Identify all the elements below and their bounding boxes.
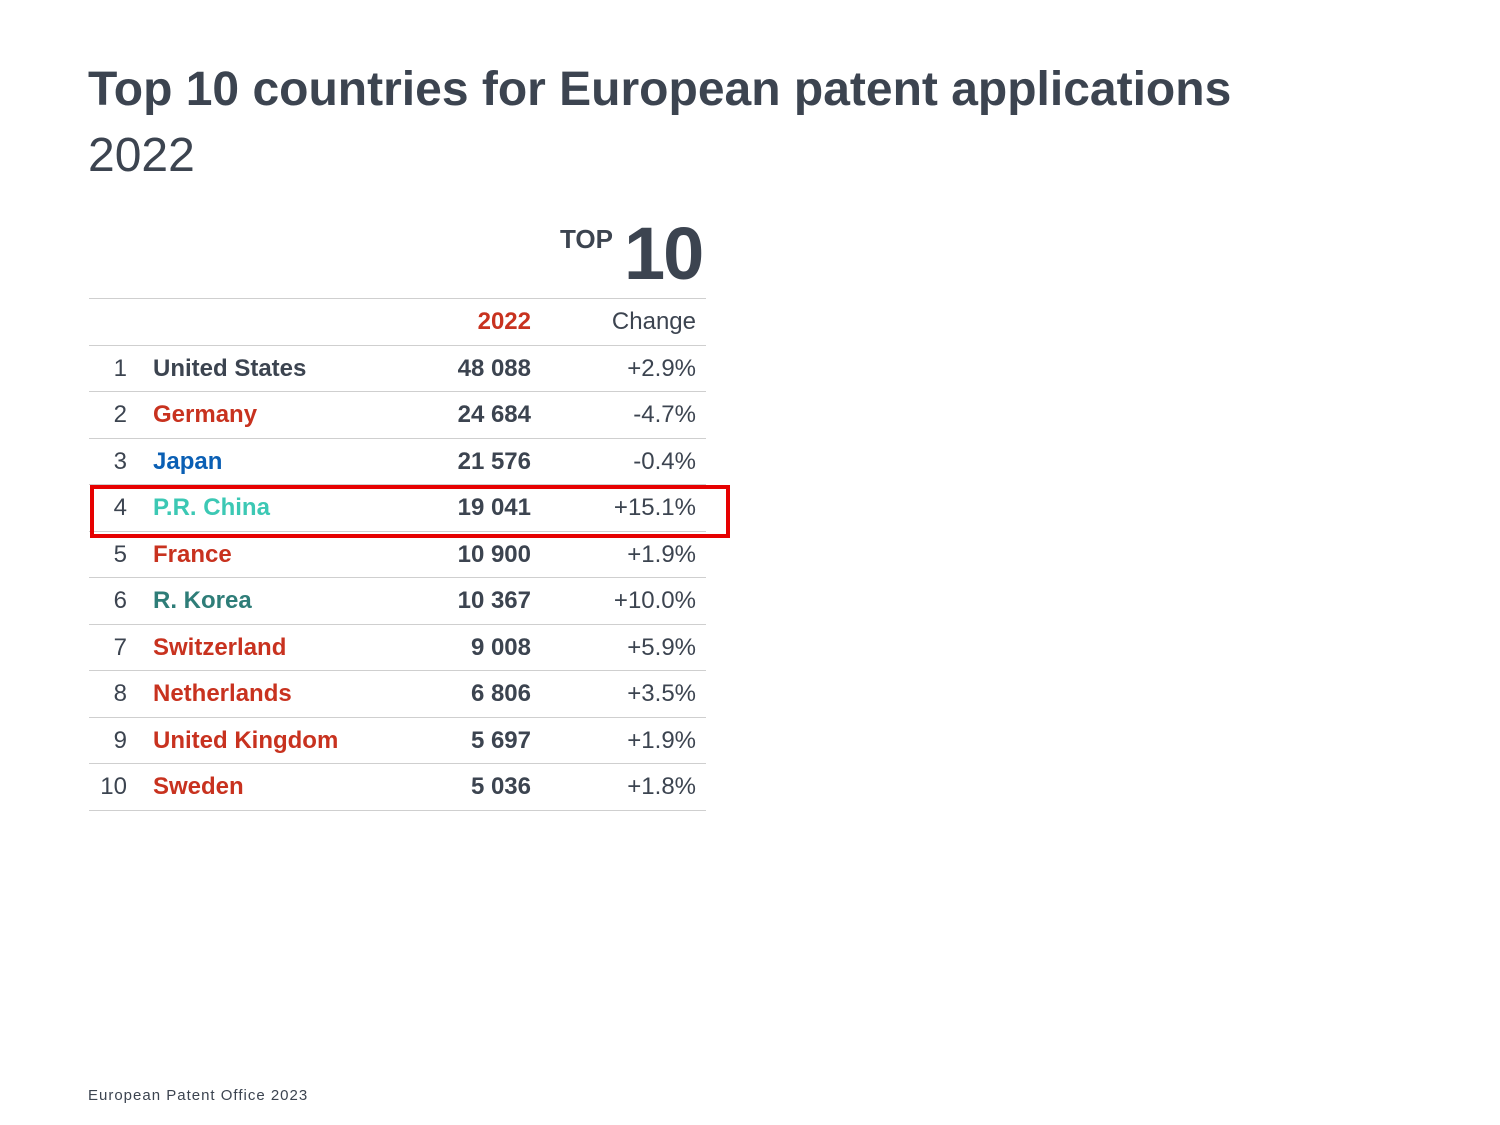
country-cell: R. Korea	[153, 587, 252, 614]
chart-title: Top 10 countries for European patent app…	[88, 63, 1232, 116]
rank-cell: 4	[113, 494, 127, 521]
rank-cell: 10	[100, 773, 127, 800]
rank-cell: 3	[113, 447, 127, 475]
footer-source: European Patent Office 2023	[88, 1087, 309, 1104]
rank-cell: 8	[113, 680, 127, 707]
table-row: 10 Sweden 5 036 +1.8%	[89, 764, 706, 811]
country-cell: Switzerland	[153, 633, 287, 661]
table-header-row: 2022 Change	[89, 299, 706, 346]
table-row: 8 Netherlands 6 806 +3.5%	[89, 671, 706, 718]
table-row: 2 Germany 24 684 -4.7%	[89, 392, 706, 439]
rank-cell: 5	[113, 540, 127, 568]
value-cell: 5 036	[470, 773, 531, 800]
change-cell: +5.9%	[627, 633, 696, 661]
value-cell: 21 576	[457, 447, 531, 475]
rank-cell: 6	[113, 587, 127, 614]
change-cell: +2.9%	[627, 354, 696, 382]
table-row: 5 France 10 900 +1.9%	[89, 532, 706, 578]
column-header-year: 2022	[477, 308, 531, 335]
badge-number: 10	[624, 212, 704, 295]
change-cell: +1.8%	[627, 773, 696, 800]
country-cell: Germany	[153, 401, 258, 428]
change-cell: -0.4%	[633, 447, 696, 475]
country-cell: United States	[153, 354, 307, 382]
table-row: 9 United Kingdom 5 697 +1.9%	[89, 718, 706, 764]
country-cell: P.R. China	[153, 494, 270, 521]
ranking-table: 2022 Change 1 United States 48 088 +2.9% 2 Ge…	[89, 298, 706, 811]
rank-cell: 1	[113, 354, 127, 382]
change-cell: -4.7%	[633, 401, 696, 428]
value-cell: 5 697	[470, 726, 531, 754]
value-cell: 9 008	[470, 633, 531, 661]
table-row: 7 Switzerland 9 008 +5.9%	[89, 625, 706, 671]
value-cell: 48 088	[457, 354, 531, 382]
country-cell: United Kingdom	[153, 726, 339, 754]
rank-cell: 9	[113, 726, 127, 754]
change-cell: +10.0%	[613, 587, 696, 614]
change-cell: +3.5%	[627, 680, 696, 707]
country-cell: Netherlands	[153, 680, 292, 707]
badge-top-label: TOP	[560, 224, 613, 254]
country-cell: France	[153, 540, 232, 568]
value-cell: 24 684	[457, 401, 531, 428]
table-row: 6 R. Korea 10 367 +10.0%	[89, 578, 706, 625]
value-cell: 6 806	[470, 680, 531, 707]
country-cell: Japan	[153, 447, 223, 475]
rank-cell: 2	[113, 401, 127, 428]
chart-subtitle: 2022	[88, 129, 195, 182]
column-header-change: Change	[611, 308, 696, 335]
value-cell: 19 041	[457, 494, 531, 521]
table-row: 1 United States 48 088 +2.9%	[89, 346, 706, 392]
rank-cell: 7	[113, 633, 127, 661]
top10-badge: TOP 10	[560, 214, 710, 294]
table-row: 3 Japan 21 576 -0.4%	[89, 439, 706, 485]
value-cell: 10 900	[457, 540, 531, 568]
change-cell: +1.9%	[627, 726, 696, 754]
change-cell: +15.1%	[613, 494, 696, 521]
country-cell: Sweden	[153, 773, 244, 800]
value-cell: 10 367	[457, 587, 531, 614]
table-row: 4 P.R. China 19 041 +15.1%	[89, 485, 706, 532]
change-cell: +1.9%	[627, 540, 696, 568]
